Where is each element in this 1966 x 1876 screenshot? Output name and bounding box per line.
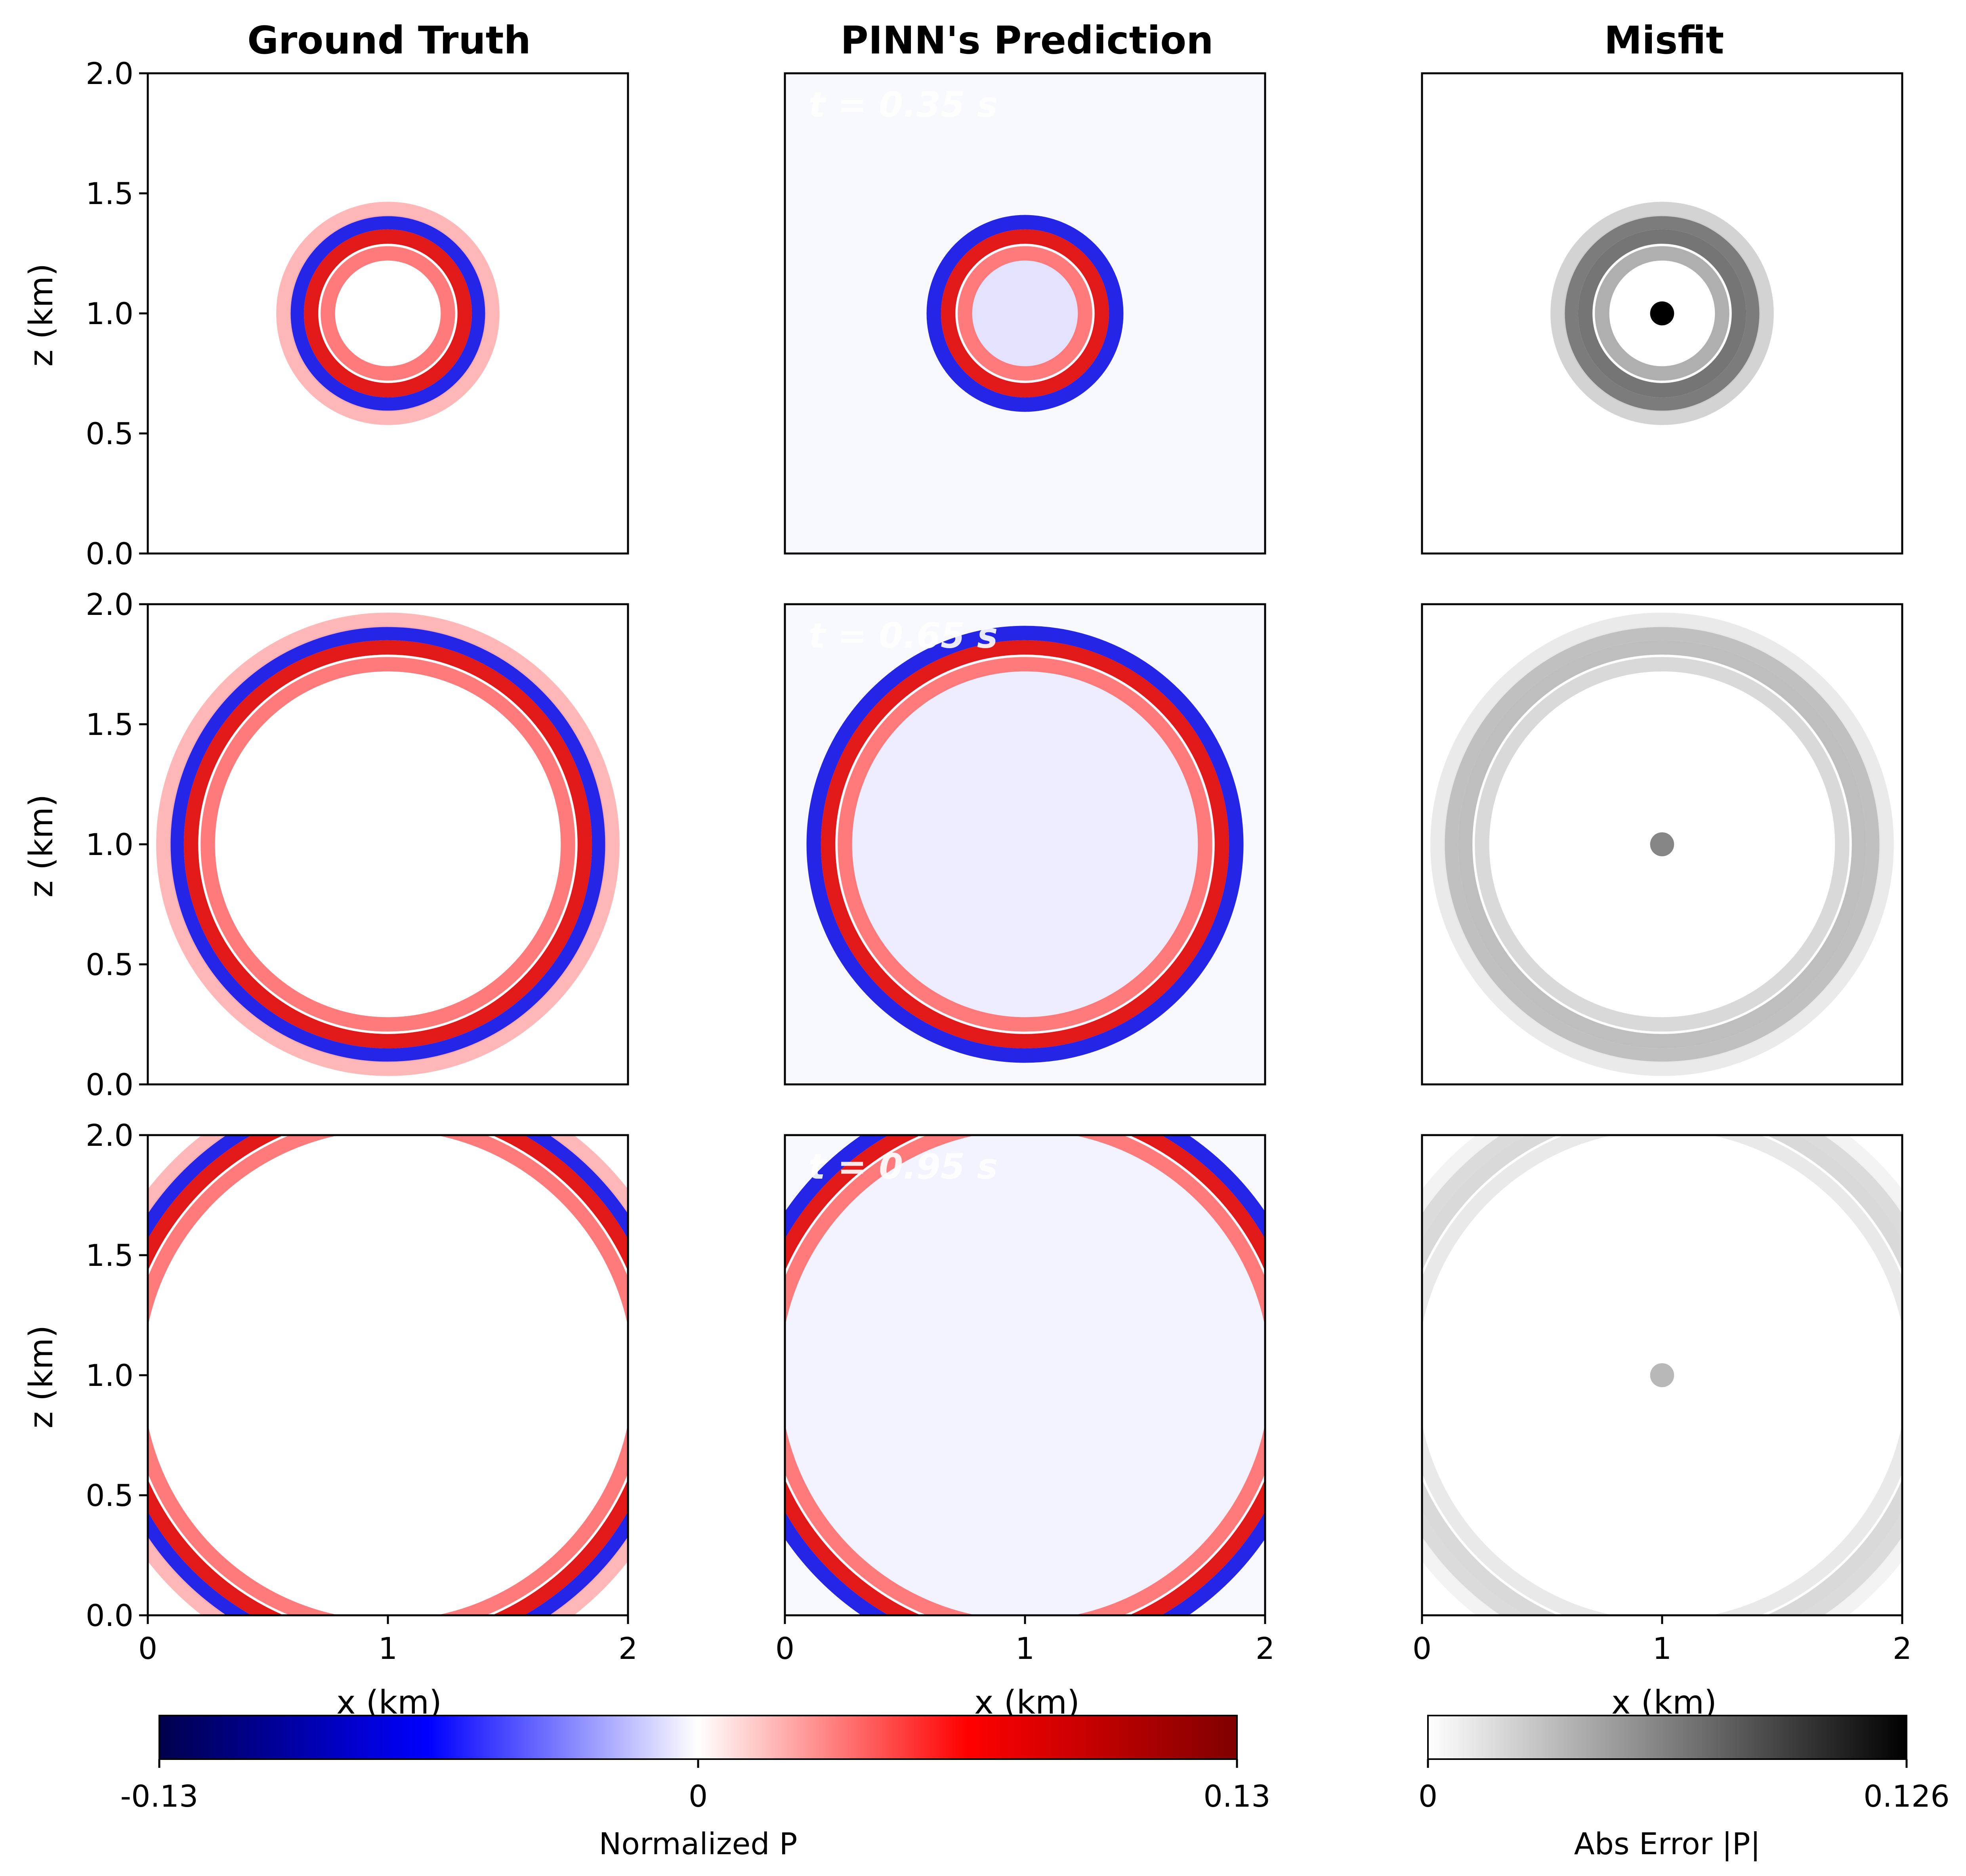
colorbar-pressure-label: Normalized P: [599, 1826, 798, 1861]
y-tick-label: 0.0: [86, 1598, 134, 1633]
panel-grid: 0.0 0.5 1.0 1.5 2.0 t = 0.35 s 0.0 0.5 1.0 1.5 2.0…: [86, 56, 1912, 1666]
wavefront-band-1: [1475, 657, 1850, 1032]
panel-r3-c3: 0 1 2: [1412, 1134, 1912, 1666]
wavefront-band-2: [1458, 640, 1867, 1049]
colorbar-tick-label: 0: [1418, 1779, 1437, 1814]
wavefront-band-3: [1563, 215, 1761, 412]
time-label: t = 0.95 s: [809, 1146, 998, 1187]
y-tick-label: 1.0: [86, 827, 134, 862]
y-tick-label: 1.0: [86, 296, 134, 331]
wavefront-band-1: [321, 246, 455, 381]
axes-frame: [1421, 603, 1903, 1086]
y-tick-label: 0.0: [86, 536, 134, 571]
panel-r2-c3: [1421, 603, 1903, 1086]
y-tick-label: 0.5: [86, 947, 134, 982]
wavefront-band-1: [838, 657, 1212, 1032]
x-tick-label: 2: [1256, 1631, 1275, 1666]
wavefront-band-2: [941, 229, 1109, 398]
time-label: t = 0.35 s: [809, 84, 998, 125]
colorbar-error-label: Abs Error |P|: [1574, 1826, 1760, 1862]
wavefront-band-2: [1578, 229, 1746, 398]
y-tick-label: 1.0: [86, 1358, 134, 1393]
y-tick-label: 1.5: [86, 707, 134, 742]
wavefront-band-2: [821, 640, 1229, 1049]
column-title-ground-truth: Ground Truth: [247, 18, 531, 63]
y-axis-label: z (km): [23, 794, 60, 897]
misfit-peak: [1650, 1363, 1674, 1387]
y-tick-label: 2.0: [86, 587, 134, 622]
panel-r3-c1: 0.0 0.5 1.0 1.5 2.0 0 1 2: [86, 1118, 638, 1666]
y-tick-label: 0.0: [86, 1067, 134, 1102]
panel-background: [148, 604, 628, 1084]
wavefront-band-3: [926, 215, 1124, 412]
x-tick-label: 1: [378, 1631, 397, 1666]
panel-r1-c3: [1421, 72, 1903, 555]
panel-r2-c1: 0.0 0.5 1.0 1.5 2.0: [86, 587, 629, 1102]
y-tick-label: 2.0: [86, 1118, 134, 1153]
panel-r3-c2: t = 0.95 s 0 1 2: [775, 1134, 1275, 1666]
colorbar-tick-label: -0.13: [120, 1779, 199, 1814]
wavefront-band-1: [200, 657, 575, 1032]
axes-frame: [1421, 72, 1903, 555]
panel-r1-c1: 0.0 0.5 1.0 1.5 2.0: [86, 56, 629, 571]
x-tick-label: 1: [1653, 1631, 1672, 1666]
wavefront-band-4: [156, 613, 620, 1076]
panel-background: [148, 1135, 628, 1615]
interior-field: [970, 258, 1080, 369]
wavefront-band-4: [1550, 202, 1774, 425]
colorbar-tick-label: 0: [689, 1779, 708, 1814]
wavefront-band-4: [1430, 613, 1894, 1076]
x-tick-label: 0: [1412, 1631, 1432, 1666]
panel-background: [148, 73, 628, 553]
misfit-peak: [1650, 832, 1674, 857]
wavefront-band-2: [183, 640, 592, 1049]
wavefront-band-3: [806, 626, 1244, 1063]
y-tick-label: 1.5: [86, 1238, 134, 1273]
panel-r2-c2: t = 0.65 s: [784, 603, 1266, 1086]
y-axis-label: z (km): [23, 263, 60, 366]
panel-r1-c2: t = 0.35 s: [784, 72, 1266, 555]
column-title-prediction: PINN's Prediction: [840, 18, 1213, 63]
wavefront-band-2: [303, 229, 472, 398]
wavefront-band-3: [169, 626, 607, 1063]
column-title-misfit: Misfit: [1604, 18, 1724, 63]
x-tick-label: 0: [138, 1631, 157, 1666]
colorbar-error: [1427, 1715, 1907, 1760]
colorbar-tick-label: 0.13: [1203, 1779, 1270, 1814]
axes-frame: [784, 603, 1266, 1086]
wavefront-band-4: [276, 202, 500, 425]
wavefront-band-3: [289, 215, 487, 412]
colorbar-tick-label: 0.126: [1863, 1779, 1950, 1814]
wavefront-band-1: [1595, 246, 1729, 381]
y-tick-label: 1.5: [86, 176, 134, 211]
x-tick-label: 1: [1015, 1631, 1035, 1666]
x-tick-label: 2: [1893, 1631, 1912, 1666]
wavefront-band-1: [958, 246, 1092, 381]
y-axis-label: z (km): [23, 1325, 60, 1428]
y-tick-label: 0.5: [86, 1478, 134, 1513]
interior-field: [849, 669, 1201, 1020]
axes-frame: [784, 72, 1266, 555]
interior-field: [785, 1135, 1265, 1615]
y-tick-label: 2.0: [86, 56, 134, 91]
time-label: t = 0.65 s: [809, 615, 998, 656]
y-tick-label: 0.5: [86, 416, 134, 451]
colorbar-pressure: [158, 1715, 1238, 1760]
misfit-peak: [1650, 301, 1674, 326]
wavefront-band-3: [1443, 626, 1881, 1063]
colorbar-ticks: -0.13 0 0.13 0 0.126: [120, 1759, 1950, 1814]
x-tick-label: 2: [618, 1631, 638, 1666]
x-tick-label: 0: [775, 1631, 794, 1666]
